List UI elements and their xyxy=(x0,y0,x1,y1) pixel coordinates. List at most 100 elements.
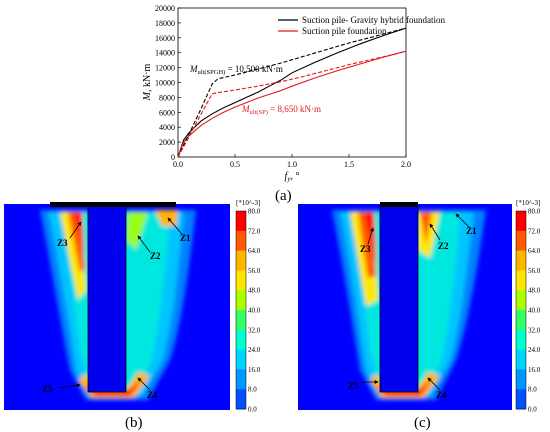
y-tick-label: 20000 xyxy=(155,4,175,13)
colorbar-segment xyxy=(516,290,526,311)
legend: Suction pile- Gravity hybrid foundation … xyxy=(278,15,445,36)
colorbar-tick-label: 24.0 xyxy=(248,346,261,354)
colorbar-segment xyxy=(236,230,246,252)
x-axis-ticks: 0.0 0.5 1.0 1.5 2.0 xyxy=(173,154,411,169)
colorbar-segment xyxy=(236,369,246,390)
y-tick-label: 0 xyxy=(171,153,175,162)
zone-label-z1-b: Z1 xyxy=(180,233,191,243)
colorbar-segment xyxy=(236,211,246,232)
panel-label-c: (c) xyxy=(414,415,431,431)
colorbar-b: [*10^-3] 80.0 72.0 64.0 56.0 48.0 40.0 32.0 24.… xyxy=(235,199,261,414)
x-tick-label: 0.5 xyxy=(230,160,240,169)
series-line-1 xyxy=(177,50,407,158)
colorbar-tick-label: 64.0 xyxy=(248,247,261,255)
colorbar-tick-label: 80.0 xyxy=(528,208,541,216)
colorbar-segment xyxy=(236,389,246,410)
colorbar-segment xyxy=(236,250,246,271)
colorbar-tick-label: 16.0 xyxy=(528,366,541,374)
colorbar-segment xyxy=(516,329,526,351)
zone-label-z2-b: Z2 xyxy=(150,251,161,261)
zone-label-z4-c: Z4 xyxy=(436,390,447,400)
colorbar-tick-label: 40.0 xyxy=(528,307,541,315)
colorbar-title-c: [*10^-3] xyxy=(516,199,540,207)
colorbar-tick-label: 72.0 xyxy=(528,227,541,235)
colorbar-segment xyxy=(516,349,526,370)
colorbar-segment xyxy=(516,369,526,390)
colorbar-segment xyxy=(236,310,246,331)
colorbar-c: [*10^-3] 80.0 72.0 64.0 56.0 48.0 40.0 32.0 24.… xyxy=(515,199,541,414)
colorbar-tick-label: 32.0 xyxy=(248,326,261,334)
colorbar-tick-label: 48.0 xyxy=(248,287,261,295)
zone-label-z3-c: Z3 xyxy=(360,244,371,254)
annotation-ult-spgh: Mult(SPGH) = 10,500 kN·m xyxy=(189,64,283,76)
colorbar-tick-label: 8.0 xyxy=(528,386,537,394)
moment-rotation-chart: 0 2000 4000 6000 8000 10000 12000 14000 16000 180… xyxy=(142,4,445,204)
y-tick-label: 4000 xyxy=(159,123,175,132)
y-axis-ticks: 0 2000 4000 6000 8000 10000 12000 14000 16000 180… xyxy=(155,4,181,162)
colorbar-tick-label: 8.0 xyxy=(248,386,257,394)
colorbar-tick-label: 0.0 xyxy=(528,406,537,414)
panel-label-a: (a) xyxy=(275,188,292,204)
colorbar-tick-label: 64.0 xyxy=(528,247,541,255)
zone-label-z1-c: Z1 xyxy=(466,226,477,236)
y-tick-label: 16000 xyxy=(155,34,175,43)
colorbar-tick-label: 80.0 xyxy=(248,208,261,216)
zone-label-z4-b: Z4 xyxy=(147,390,158,400)
y-tick-label: 18000 xyxy=(155,19,175,28)
colorbar-tick-label: 72.0 xyxy=(248,227,261,235)
contour-panel-b: Z3 Z1 Z2 Z5 Z4 (b) xyxy=(4,202,230,431)
colorbar-tick-label: 56.0 xyxy=(528,267,541,275)
series-lines xyxy=(177,27,407,158)
zone-label-z5-c: Z5 xyxy=(348,381,359,391)
pile-b xyxy=(87,205,127,393)
colorbar-segment xyxy=(516,270,526,291)
panel-label-b: (b) xyxy=(125,415,143,431)
zone-label-z3-b: Z3 xyxy=(57,238,68,248)
plot-area xyxy=(177,7,407,158)
colorbar-tick-label: 32.0 xyxy=(528,326,541,334)
y-tick-label: 12000 xyxy=(155,64,175,73)
colorbar-segment xyxy=(236,329,246,351)
x-tick-label: 2.0 xyxy=(401,160,411,169)
legend-label-suction: Suction pile foundation xyxy=(302,26,387,36)
colorbar-tick-label: 56.0 xyxy=(248,267,261,275)
colorbar-title-b: [*10^-3] xyxy=(236,199,260,207)
x-tick-label: 1.0 xyxy=(287,160,297,169)
contour-panel-c: Z3 Z1 Z2 Z5 Z4 (c) xyxy=(298,202,512,431)
colorbar-segment xyxy=(516,211,526,232)
y-axis-label: M, kN·m xyxy=(142,63,153,101)
pile-cap-c xyxy=(380,202,418,207)
annotation-ult-sp: Mult(SP) = 8,650 kN·m xyxy=(241,104,321,116)
y-tick-label: 8000 xyxy=(159,93,175,102)
series-line-0 xyxy=(177,27,407,158)
x-axis-label: fy, ° xyxy=(285,171,300,183)
zone-label-z5-b: Z5 xyxy=(42,384,53,394)
colorbar-segment xyxy=(236,290,246,311)
y-tick-label: 10000 xyxy=(155,79,175,88)
series-line-2 xyxy=(177,27,407,158)
y-tick-label: 14000 xyxy=(155,49,175,58)
colorbar-segment xyxy=(516,250,526,271)
gravity-plate-b xyxy=(50,202,176,207)
colorbar-segment xyxy=(516,230,526,252)
x-tick-label: 0.0 xyxy=(173,160,183,169)
colorbar-tick-label: 48.0 xyxy=(528,287,541,295)
colorbar-tick-label: 24.0 xyxy=(528,346,541,354)
colorbar-tick-label: 0.0 xyxy=(248,406,257,414)
colorbar-frame xyxy=(235,210,247,410)
colorbar-tick-label: 16.0 xyxy=(248,366,261,374)
colorbar-segment xyxy=(236,270,246,291)
y-tick-label: 6000 xyxy=(159,108,175,117)
colorbar-segment xyxy=(516,310,526,331)
pile-c xyxy=(379,205,419,393)
series-line-3 xyxy=(177,50,407,158)
colorbar-segment xyxy=(236,349,246,370)
y-tick-label: 2000 xyxy=(159,138,175,147)
zone-label-z2-c: Z2 xyxy=(438,241,449,251)
colorbar-segment xyxy=(516,389,526,410)
colorbar-tick-label: 40.0 xyxy=(248,307,261,315)
legend-label-hybrid: Suction pile- Gravity hybrid foundation xyxy=(302,15,445,25)
colorbar-frame xyxy=(515,210,527,410)
x-tick-label: 1.5 xyxy=(344,160,354,169)
